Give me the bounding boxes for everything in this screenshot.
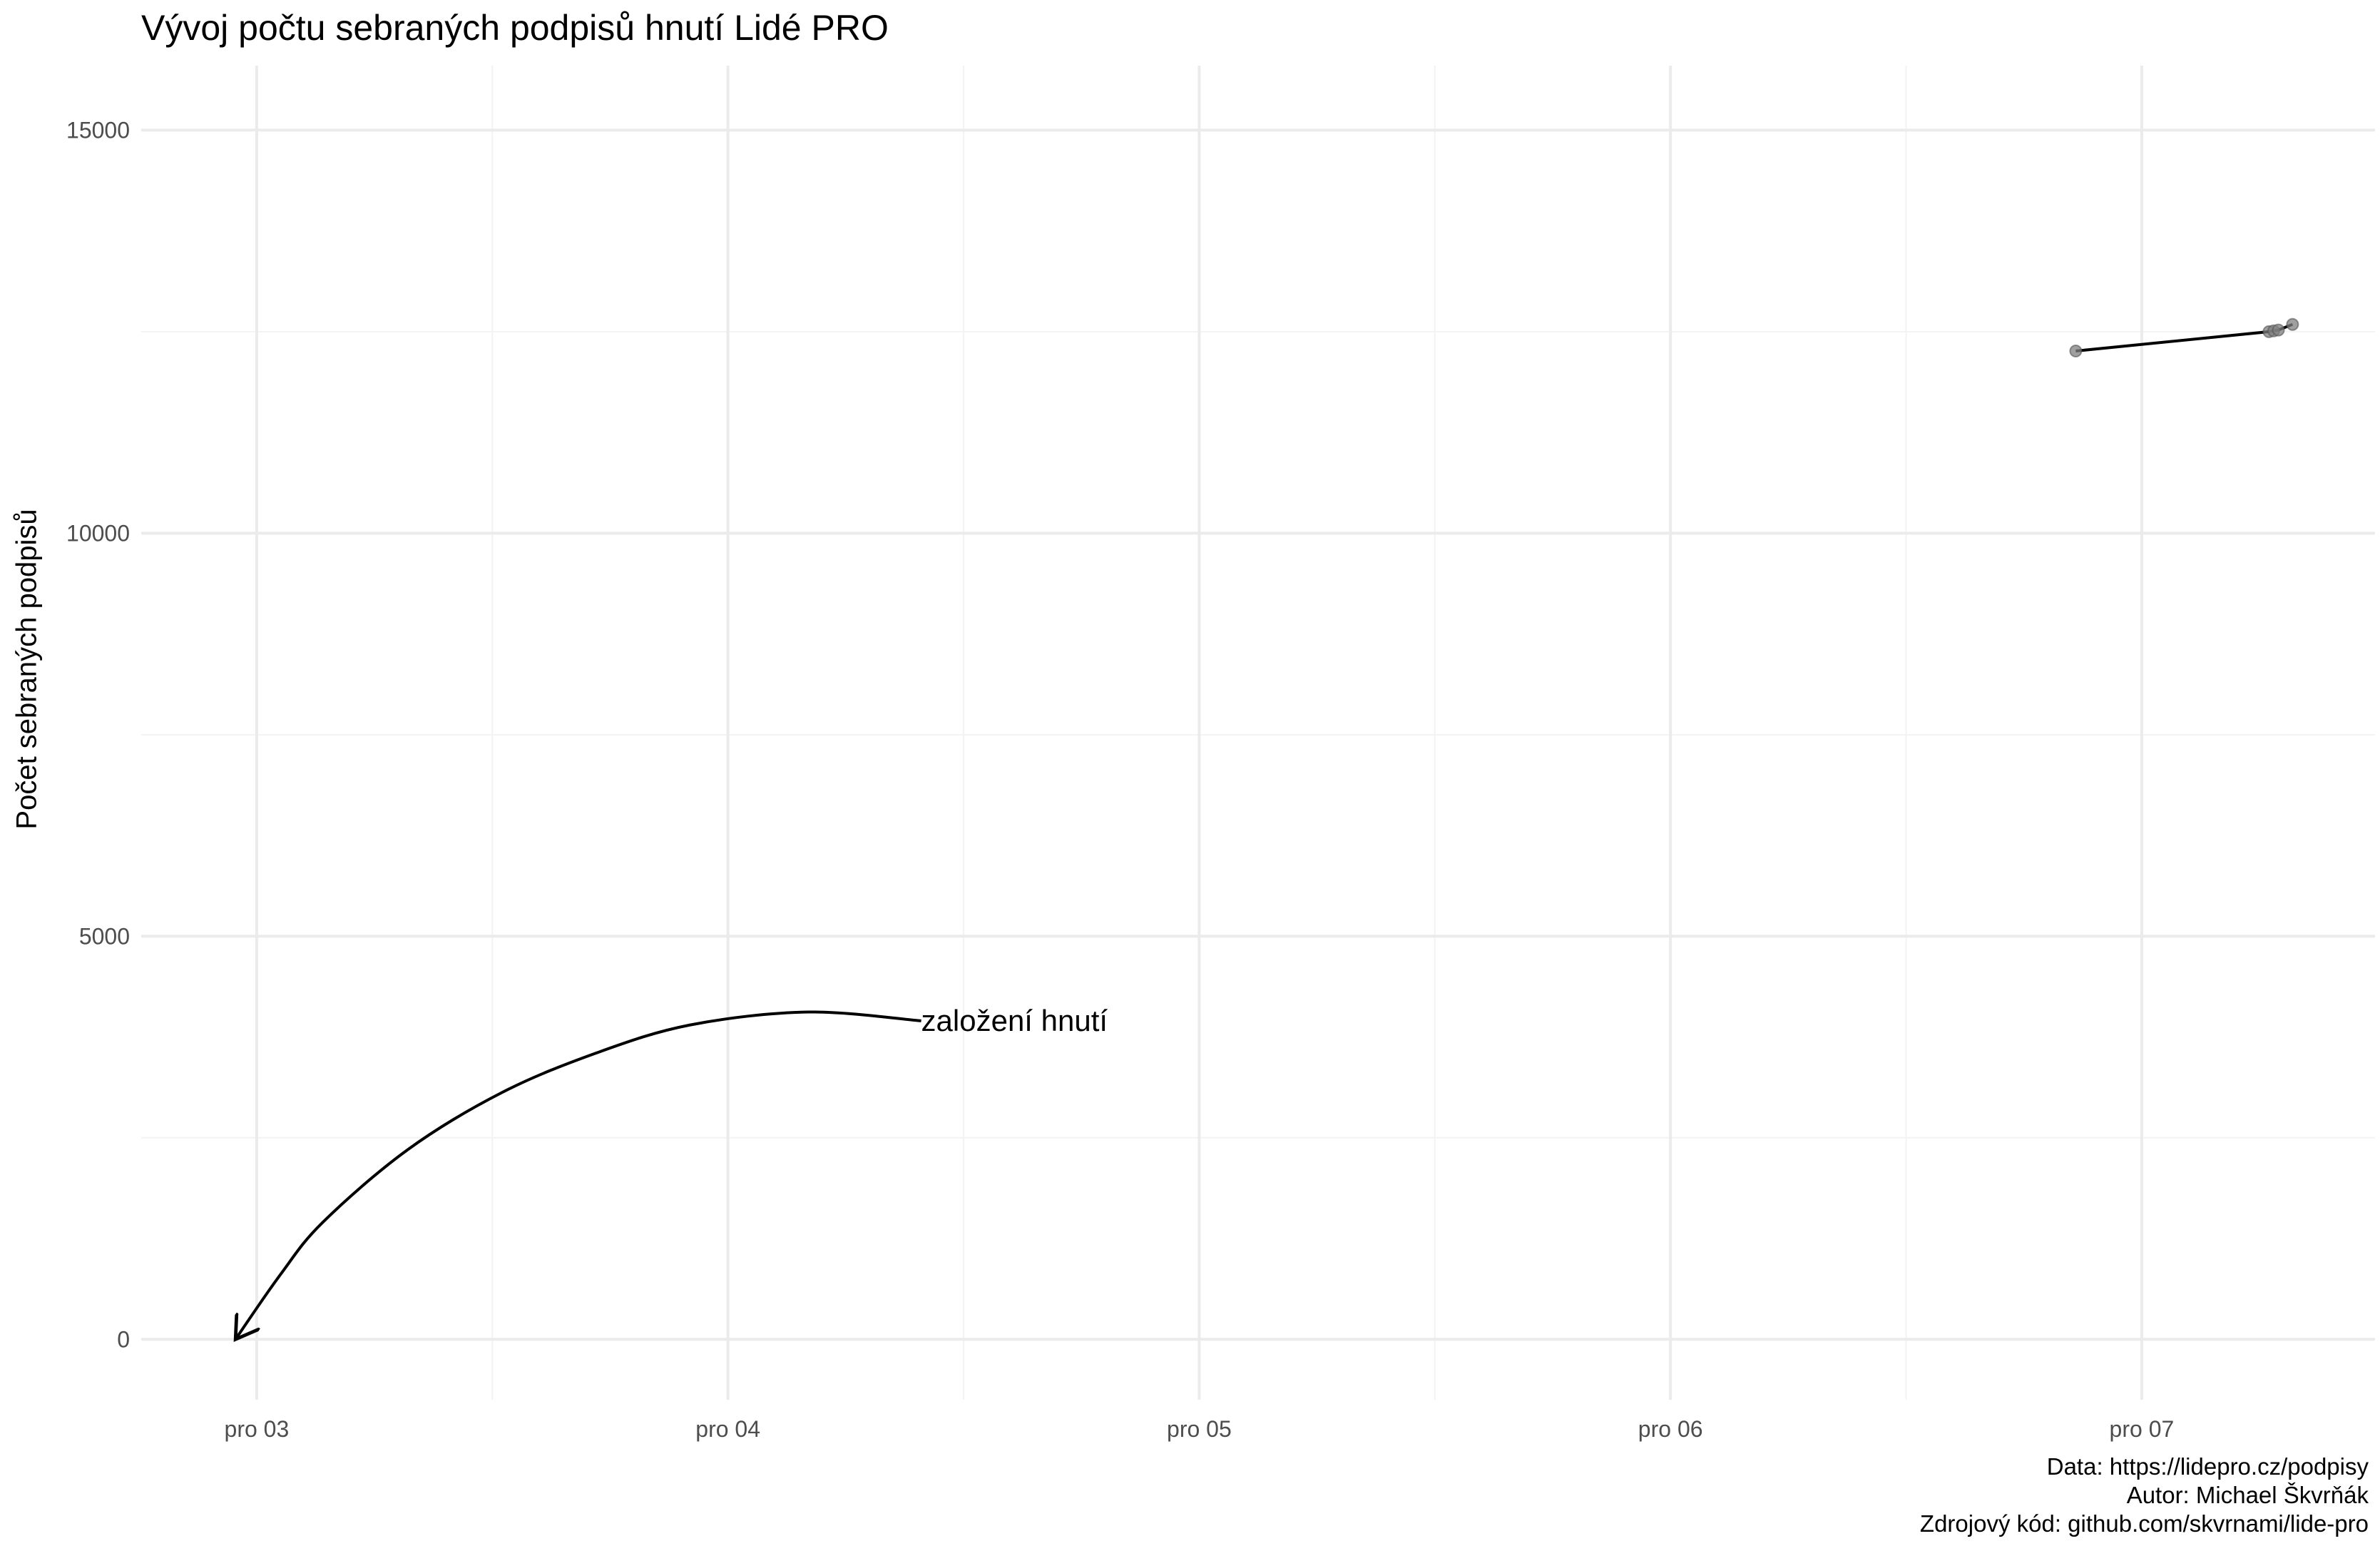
grid-minor [141,66,2375,1400]
x-tick-label: pro 05 [1167,1416,1232,1442]
series-layer [2069,317,2299,357]
x-tick-label: pro 03 [225,1416,290,1442]
x-tick-label: pro 07 [2110,1416,2175,1442]
chart-title: Vývoj počtu sebraných podpisů hnutí Lidé… [141,8,889,48]
y-tick-label: 15000 [66,117,130,143]
annotation-layer: založení hnutí [235,1004,1108,1339]
x-tick-label: pro 06 [1638,1416,1703,1442]
series-line [2075,322,2294,352]
x-axis-ticks: pro 03 pro 04 pro 05 pro 06 pro 07 [225,1416,2175,1442]
annotation-label: založení hnutí [921,1004,1108,1037]
x-tick-label: pro 04 [695,1416,760,1442]
caption: Data: https://lidepro.cz/podpisy Autor: … [1920,1453,2369,1538]
data-point [2069,344,2083,357]
y-tick-label: 5000 [79,923,130,949]
grid-major [141,66,2375,1400]
data-point [2272,323,2285,337]
y-tick-label: 10000 [66,520,130,546]
caption-line-data-source: Data: https://lidepro.cz/podpisy [2046,1453,2369,1480]
data-point [2286,317,2299,331]
y-axis-ticks: 0 5000 10000 15000 [66,117,130,1352]
caption-line-source-code: Zdrojový kód: github.com/skvrnami/lide-p… [1919,1510,2369,1537]
caption-line-author: Autor: Michael Škvrňák [2126,1482,2369,1508]
annotation-arrow [235,1010,921,1339]
y-tick-label: 0 [117,1326,130,1352]
